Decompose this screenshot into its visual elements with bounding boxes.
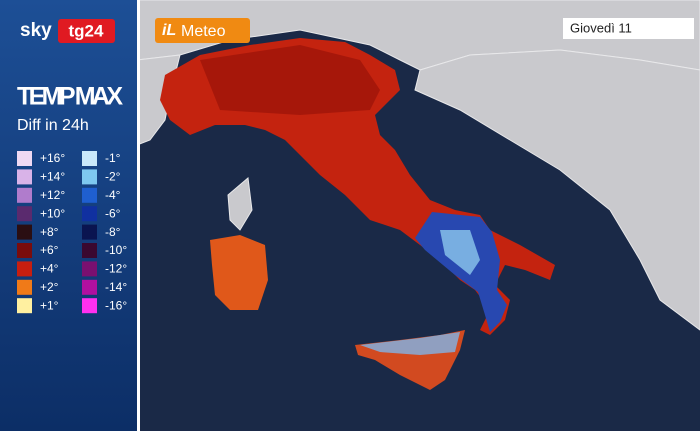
legend-swatch bbox=[82, 224, 97, 240]
legend-label: +6° bbox=[40, 243, 59, 257]
legend-label: +8° bbox=[40, 225, 59, 239]
legend-label: -10° bbox=[105, 243, 127, 257]
north-warm-area bbox=[200, 45, 380, 115]
legend-label: +12° bbox=[40, 188, 65, 202]
meteo-prefix: iL bbox=[162, 22, 176, 39]
legend-swatch bbox=[17, 206, 32, 222]
panel-subtitle: Diff in 24h bbox=[17, 117, 89, 134]
legend-label: +16° bbox=[40, 151, 65, 165]
legend-swatch bbox=[82, 279, 97, 295]
legend-label: +4° bbox=[40, 262, 59, 276]
legend-label: +2° bbox=[40, 280, 59, 294]
date-box bbox=[563, 18, 694, 39]
meteo-badge bbox=[155, 18, 250, 43]
logo-box bbox=[58, 19, 115, 43]
legend-swatch bbox=[17, 243, 32, 258]
land-balkans bbox=[414, 49, 700, 331]
legend-swatch bbox=[82, 169, 97, 185]
logo-brand: sky bbox=[20, 20, 52, 41]
legend-label: -6° bbox=[105, 206, 121, 220]
legend-label: -4° bbox=[105, 188, 121, 202]
legend-label: -14° bbox=[105, 280, 127, 294]
legend-swatch bbox=[82, 151, 97, 166]
panel-edge bbox=[137, 0, 140, 431]
sardinia bbox=[210, 235, 268, 310]
legend-label: +10° bbox=[40, 206, 65, 220]
legend-swatch bbox=[17, 298, 32, 314]
meteo-name: Meteo bbox=[181, 23, 226, 40]
legend-swatch bbox=[17, 224, 32, 240]
legend-label: -2° bbox=[105, 170, 121, 184]
legend-label: -16° bbox=[105, 298, 127, 312]
legend-label: -8° bbox=[105, 225, 121, 239]
legend-swatch bbox=[17, 151, 32, 166]
legend-swatch bbox=[17, 187, 32, 203]
legend-swatch bbox=[17, 279, 32, 295]
legend-label: +1° bbox=[40, 298, 59, 312]
south-cool-area bbox=[415, 212, 507, 332]
legend-label: -12° bbox=[105, 262, 127, 276]
legend-label: +14° bbox=[40, 170, 65, 184]
legend-label: -1° bbox=[105, 151, 121, 165]
corsica bbox=[227, 177, 253, 231]
sicily-cool bbox=[360, 332, 460, 355]
legend-swatch bbox=[82, 261, 97, 277]
south-cool-light bbox=[440, 230, 480, 275]
legend-swatch bbox=[17, 261, 32, 277]
legend-swatch bbox=[82, 243, 97, 258]
legend-swatch bbox=[17, 169, 32, 185]
legend-swatch bbox=[82, 206, 97, 222]
legend-swatch bbox=[82, 187, 97, 203]
panel-title: TEMP MAX bbox=[17, 83, 123, 111]
logo-channel: tg24 bbox=[69, 21, 105, 40]
date: Giovedì 11 bbox=[570, 20, 632, 35]
legend-swatch bbox=[82, 298, 97, 314]
